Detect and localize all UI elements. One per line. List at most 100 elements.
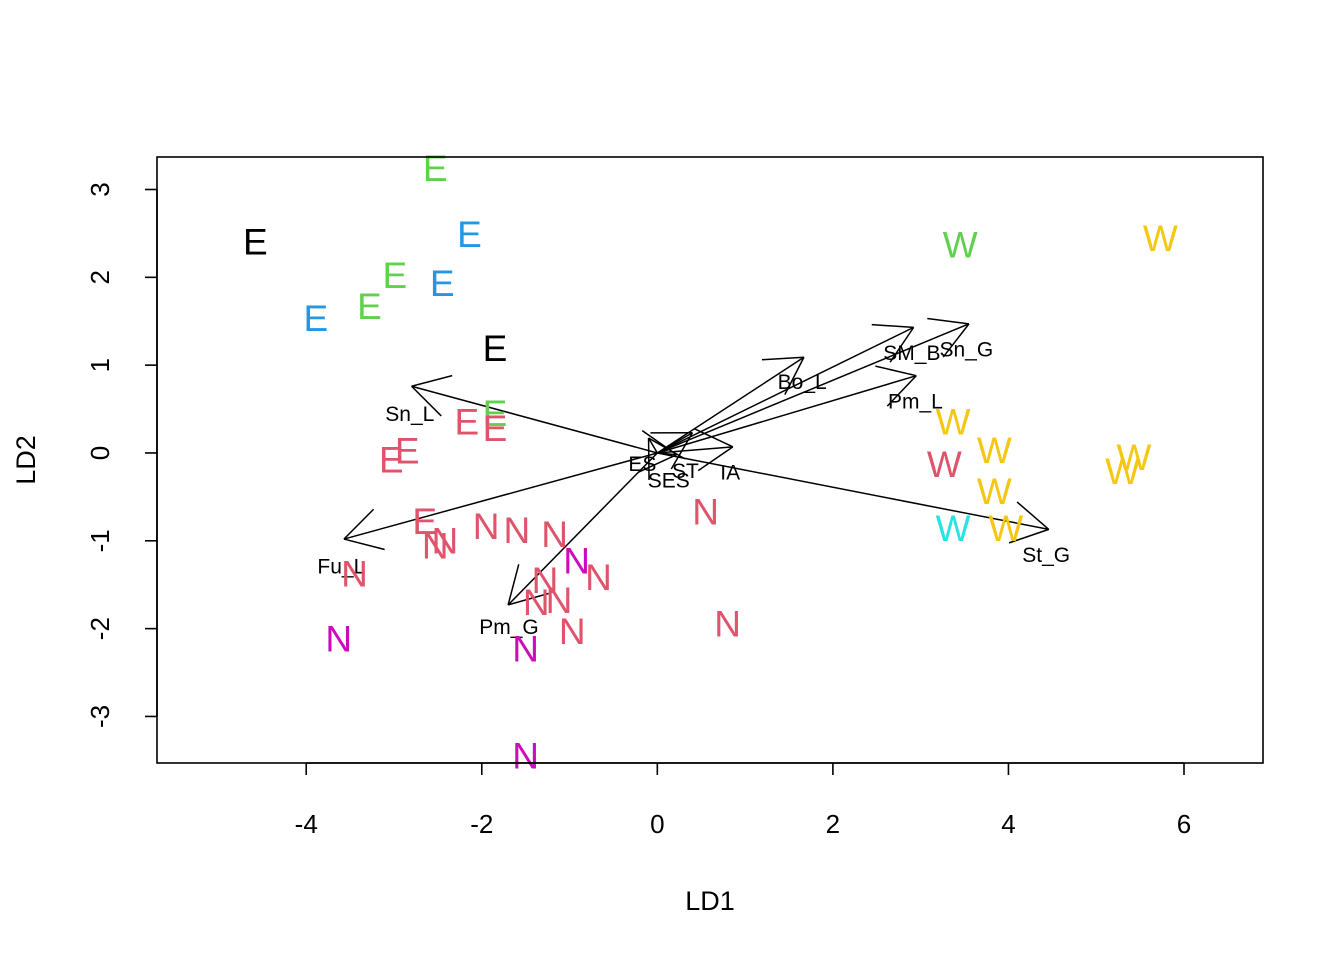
arrow-label: Sn_G [939, 339, 993, 362]
arrow-head [638, 454, 677, 473]
data-point: E [430, 263, 455, 304]
arrow-head [507, 592, 549, 606]
arrow-shaft [657, 446, 733, 454]
data-point: E [357, 286, 382, 327]
arrow-label: Fu_L [317, 556, 365, 579]
arrow-label: SES [648, 470, 690, 493]
loading-arrow: SES [638, 430, 690, 493]
data-point: N [692, 491, 719, 532]
data-point: N [512, 628, 539, 669]
arrow-label: St_G [1022, 544, 1070, 567]
data-point: N [563, 541, 590, 582]
arrow-shaft [507, 452, 658, 606]
data-point: N [325, 619, 352, 660]
x-tick-label: 4 [1001, 809, 1015, 839]
arrow-label: ES [628, 453, 656, 476]
arrow-head [871, 323, 914, 329]
loading-arrow: Pm_L [657, 365, 943, 454]
arrow-head [411, 374, 453, 387]
loading-arrow: St_G [657, 452, 1070, 567]
arrow-shaft [343, 452, 658, 540]
arrow-head [694, 428, 734, 448]
data-point: W [977, 430, 1012, 471]
data-point: E [483, 328, 508, 369]
data-point: N [523, 582, 550, 623]
loading-arrow: Fu_L [317, 452, 658, 579]
data-point: W [977, 471, 1012, 512]
arrow-shaft [656, 356, 805, 454]
arrow-shaft [647, 437, 658, 454]
data-point: W [936, 508, 971, 549]
arrow-label: ST [672, 460, 699, 483]
data-point: E [455, 402, 480, 443]
arrows-layer: Sn_LFu_LPm_GBo_LSM_BSn_GPm_LSt_GESSESSTI… [317, 317, 1070, 639]
data-point: N [473, 506, 500, 547]
arrow-head [1016, 501, 1050, 530]
arrow-head [697, 446, 734, 472]
arrow-head [875, 365, 917, 377]
arrow-shaft [657, 323, 970, 454]
arrow-shaft [657, 452, 1049, 531]
data-point: W [936, 402, 971, 443]
arrow-head [927, 317, 970, 325]
arrow-shaft [657, 374, 917, 454]
loading-arrow: IA [657, 428, 740, 485]
arrow-head [343, 538, 385, 551]
data-point: E [379, 440, 404, 481]
axes-layer: -4 -2 0 2 4 6 -3 -2 -1 0 1 2 3 [85, 156, 1264, 839]
data-point: N [546, 580, 573, 621]
data-point: E [395, 431, 420, 472]
y-tick-label: 0 [85, 446, 115, 460]
arrow-label: Pm_G [479, 616, 539, 639]
arrow-head [889, 326, 915, 363]
arrow-head [1008, 528, 1050, 544]
data-point: E [412, 501, 437, 542]
y-tick-label: -2 [85, 617, 115, 640]
loading-arrow: Sn_G [657, 317, 993, 454]
arrow-shaft [411, 385, 658, 454]
data-point: N [422, 526, 449, 567]
data-point: E [383, 255, 408, 296]
data-point: E [457, 214, 482, 255]
data-point: E [243, 222, 268, 263]
arrow-label: Sn_L [385, 403, 434, 426]
loading-arrow: Sn_L [385, 374, 658, 454]
data-point: N [585, 557, 612, 598]
data-point: E [483, 393, 508, 434]
data-point: N [341, 554, 368, 595]
arrow-label: Pm_L [888, 391, 943, 414]
data-point: W [1116, 437, 1151, 478]
data-point: W [943, 224, 978, 265]
arrow-head [886, 375, 917, 407]
x-tick-label: 0 [650, 809, 664, 839]
y-axis-title: LD2 [11, 435, 41, 485]
data-point: E [423, 148, 448, 189]
arrow-shaft [656, 432, 693, 454]
arrow-head [411, 385, 442, 417]
data-point: N [432, 520, 459, 561]
arrow-head [761, 356, 804, 361]
y-tick-label: 2 [85, 270, 115, 284]
data-point: W [988, 508, 1023, 549]
arrow-head [343, 508, 375, 540]
data-point: N [512, 735, 539, 776]
arrow-label: IA [720, 462, 740, 485]
data-point: W [1105, 451, 1140, 492]
y-tick-label: -1 [85, 529, 115, 552]
x-tick-label: 6 [1177, 809, 1191, 839]
arrow-head [641, 430, 678, 456]
data-point: N [559, 611, 586, 652]
x-tick-label: -2 [470, 809, 493, 839]
arrow-head [507, 564, 520, 606]
arrow-head [942, 323, 970, 358]
data-point: N [504, 510, 531, 551]
data-point: E [483, 408, 508, 449]
data-point: N [541, 514, 568, 555]
y-tick-label: -3 [85, 705, 115, 728]
data-point: N [714, 604, 741, 645]
y-tick-label: 3 [85, 182, 115, 196]
data-point: W [1143, 218, 1178, 259]
data-point: N [532, 560, 559, 601]
